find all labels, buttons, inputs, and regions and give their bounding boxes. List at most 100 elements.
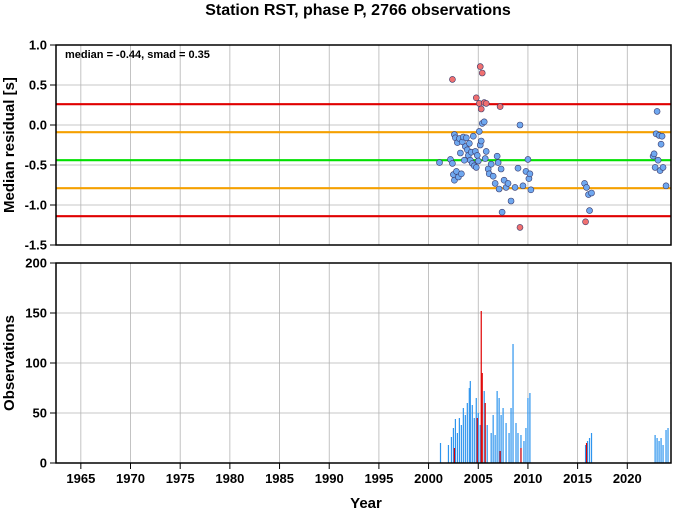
bar: [515, 423, 517, 463]
x-tick-label: 1965: [66, 471, 95, 486]
y-tick-label: 50: [33, 406, 47, 421]
bar: [466, 403, 468, 463]
bar: [462, 408, 464, 463]
x-tick-label: 2000: [414, 471, 443, 486]
x-tick-label: 1990: [315, 471, 344, 486]
bar: [468, 388, 470, 463]
observations-panel: 0 50 100 150 200 1965 1970 1975 1980 1985 1990 199…: [1, 256, 672, 511]
observations-bars: [439, 311, 669, 463]
bar: [517, 433, 519, 463]
x-tick-label: 2020: [613, 471, 642, 486]
y-tick-label: 150: [25, 306, 47, 321]
bar: [476, 418, 478, 463]
bar: [486, 425, 488, 463]
bar: [464, 415, 466, 463]
data-point: [527, 186, 535, 194]
data-point: [651, 164, 659, 171]
y-tick-label: 0.5: [29, 78, 47, 93]
bar: [499, 451, 501, 463]
chart-title: Station RST, phase P, 2766 observations: [205, 2, 511, 19]
residual-y-axis-label: Median residual [s]: [1, 77, 18, 213]
data-point: [657, 140, 665, 148]
bar: [665, 430, 667, 463]
data-point: [491, 180, 499, 187]
y-tick-label: -1.0: [25, 198, 47, 213]
bar: [525, 428, 527, 463]
residual-reference-lines: [56, 103, 671, 218]
residual-points: [436, 63, 670, 231]
bar: [450, 437, 453, 463]
bar: [527, 398, 529, 463]
data-point: [653, 108, 661, 115]
data-point: [654, 156, 662, 164]
data-point: [507, 197, 515, 205]
data-point: [482, 100, 490, 107]
bar: [584, 445, 587, 463]
data-point: [526, 170, 534, 178]
bar: [469, 381, 471, 463]
data-point: [495, 185, 503, 193]
data-point: [449, 76, 456, 83]
data-point: [472, 94, 480, 102]
data-point: [516, 224, 524, 231]
data-point: [662, 182, 670, 190]
bar: [500, 415, 502, 463]
bar: [588, 438, 591, 463]
x-tick-label: 2010: [513, 471, 542, 486]
data-point: [511, 184, 519, 191]
data-point: [474, 157, 482, 165]
bar: [494, 435, 496, 463]
data-point: [588, 189, 595, 197]
bar: [480, 311, 482, 463]
data-point: [650, 150, 658, 158]
data-point: [659, 164, 667, 171]
x-tick-label: 1995: [364, 471, 393, 486]
bar: [473, 418, 475, 463]
bar: [656, 438, 658, 463]
data-point: [583, 184, 590, 191]
bar: [454, 419, 457, 463]
observations-x-ticks: 1965 1970 1975 1980 1985 1990 1995 2000 2005 2010…: [66, 463, 642, 486]
data-point: [586, 207, 593, 214]
bar: [520, 448, 522, 463]
data-point: [466, 140, 473, 147]
residual-plot-area: [56, 45, 671, 245]
bar: [484, 403, 486, 463]
bar: [590, 433, 593, 463]
x-tick-label: 2015: [563, 471, 592, 486]
bar: [512, 344, 514, 463]
data-point: [524, 156, 532, 163]
data-point: [472, 164, 480, 171]
data-point: [582, 218, 589, 226]
data-point: [457, 149, 464, 157]
data-point: [477, 105, 485, 113]
residual-y-ticks: -1.5 -1.0 -0.5 0.0 0.5 1.0: [25, 38, 56, 253]
data-point: [449, 160, 456, 167]
bar: [658, 441, 660, 463]
data-point: [436, 159, 443, 166]
bar: [498, 398, 500, 463]
bar: [453, 448, 456, 463]
bar: [456, 433, 458, 463]
residual-frame: [55, 44, 672, 246]
data-point: [658, 132, 666, 140]
bar: [447, 445, 450, 463]
bar: [529, 393, 531, 463]
bar: [460, 425, 462, 463]
data-point: [482, 148, 490, 155]
x-tick-label: 1970: [116, 471, 145, 486]
bar: [667, 428, 669, 463]
data-point: [458, 170, 465, 178]
data-point: [498, 208, 506, 216]
bar: [492, 415, 494, 463]
x-tick-label: 1985: [265, 471, 294, 486]
bar: [483, 391, 485, 463]
bar: [585, 443, 588, 463]
data-point: [463, 134, 470, 142]
y-tick-label: 0: [40, 456, 47, 471]
x-axis-label: Year: [350, 495, 382, 511]
bar: [471, 405, 473, 463]
bar: [458, 418, 460, 463]
bar: [586, 441, 589, 463]
